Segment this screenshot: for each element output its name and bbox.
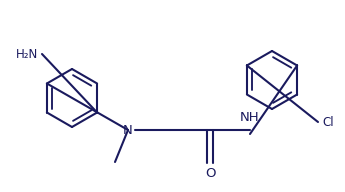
Text: H₂N: H₂N bbox=[16, 47, 38, 60]
Text: N: N bbox=[123, 123, 133, 137]
Text: Cl: Cl bbox=[322, 116, 334, 128]
Text: O: O bbox=[205, 167, 215, 180]
Text: NH: NH bbox=[240, 111, 260, 124]
